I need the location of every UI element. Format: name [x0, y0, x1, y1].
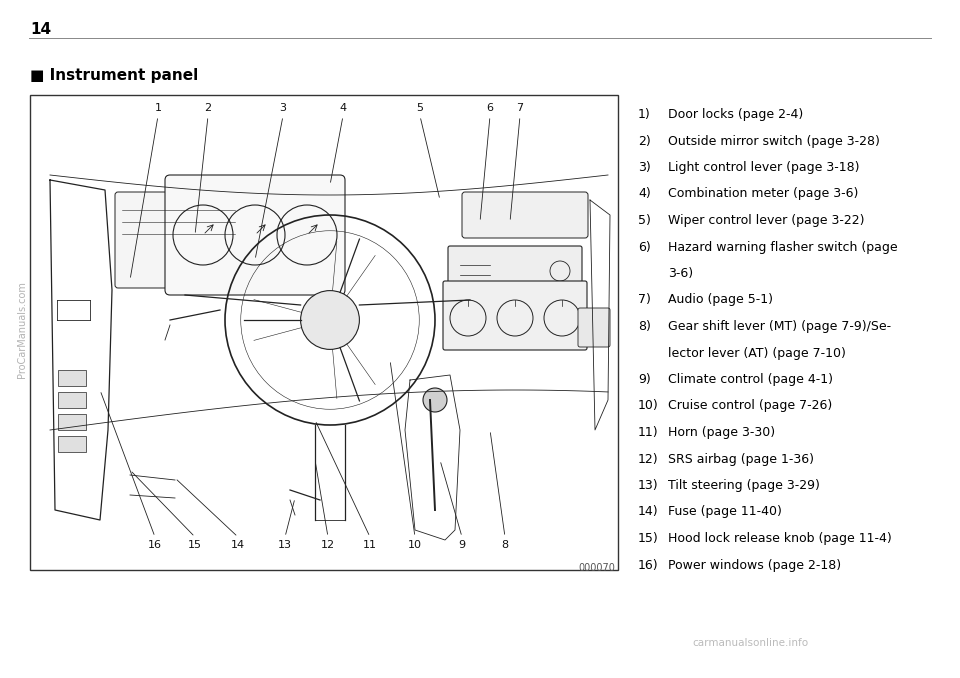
Text: 3-6): 3-6)	[668, 267, 693, 280]
Text: 13: 13	[278, 540, 292, 550]
Text: 6: 6	[487, 103, 493, 113]
Text: Horn (page 3-30): Horn (page 3-30)	[668, 426, 775, 439]
Bar	[58, 370, 86, 386]
Text: 16): 16)	[638, 559, 659, 572]
Text: 2): 2)	[638, 134, 651, 148]
Text: lector lever (AT) (page 7-10): lector lever (AT) (page 7-10)	[668, 346, 846, 359]
Circle shape	[423, 388, 447, 412]
Text: 5: 5	[417, 103, 423, 113]
Text: 14): 14)	[638, 506, 659, 519]
Text: 3: 3	[279, 103, 286, 113]
Text: 12): 12)	[638, 452, 659, 466]
Bar	[30, 95, 618, 570]
Text: 1: 1	[155, 103, 161, 113]
Bar	[58, 436, 86, 452]
Text: 15): 15)	[638, 532, 659, 545]
Text: 15: 15	[188, 540, 202, 550]
Circle shape	[300, 291, 359, 349]
Text: 16: 16	[148, 540, 162, 550]
Text: Climate control (page 4-1): Climate control (page 4-1)	[668, 373, 833, 386]
Bar	[58, 414, 86, 430]
Text: 10): 10)	[638, 399, 659, 412]
Text: 14: 14	[231, 540, 245, 550]
Text: Door locks (page 2-4): Door locks (page 2-4)	[668, 108, 804, 121]
Text: 14: 14	[30, 22, 51, 37]
Text: carmanualsonline.info: carmanualsonline.info	[692, 638, 808, 648]
Text: Cruise control (page 7-26): Cruise control (page 7-26)	[668, 399, 832, 412]
Bar	[480, 218, 494, 236]
Text: 6): 6)	[638, 241, 651, 254]
Text: 9: 9	[459, 540, 466, 550]
Text: SRS airbag (page 1-36): SRS airbag (page 1-36)	[668, 452, 814, 466]
Text: 2: 2	[204, 103, 211, 113]
Text: 3): 3)	[638, 161, 651, 174]
Text: 5): 5)	[638, 214, 651, 227]
Text: 000070: 000070	[578, 563, 615, 573]
Text: 1): 1)	[638, 108, 651, 121]
Text: 4: 4	[340, 103, 347, 113]
FancyBboxPatch shape	[165, 175, 345, 295]
Text: 7: 7	[516, 103, 523, 113]
Text: Outside mirror switch (page 3-28): Outside mirror switch (page 3-28)	[668, 134, 880, 148]
Text: Gear shift lever (MT) (page 7-9)/Se-: Gear shift lever (MT) (page 7-9)/Se-	[668, 320, 891, 333]
FancyBboxPatch shape	[578, 308, 610, 347]
Text: Light control lever (page 3-18): Light control lever (page 3-18)	[668, 161, 859, 174]
Text: Hazard warning flasher switch (page: Hazard warning flasher switch (page	[668, 241, 898, 254]
Text: Hood lock release knob (page 11-4): Hood lock release knob (page 11-4)	[668, 532, 892, 545]
Text: 13): 13)	[638, 479, 659, 492]
Bar	[58, 392, 86, 408]
Text: ■ Instrument panel: ■ Instrument panel	[30, 68, 199, 83]
Text: Fuse (page 11-40): Fuse (page 11-40)	[668, 506, 781, 519]
Text: 12: 12	[321, 540, 335, 550]
Text: 9): 9)	[638, 373, 651, 386]
Text: Wiper control lever (page 3-22): Wiper control lever (page 3-22)	[668, 214, 865, 227]
Text: ProCarManuals.com: ProCarManuals.com	[17, 281, 27, 378]
Text: 8: 8	[501, 540, 509, 550]
Text: 7): 7)	[638, 294, 651, 306]
FancyBboxPatch shape	[462, 192, 588, 238]
Text: 8): 8)	[638, 320, 651, 333]
Text: 11: 11	[363, 540, 377, 550]
Text: Audio (page 5-1): Audio (page 5-1)	[668, 294, 773, 306]
Bar	[462, 218, 476, 236]
FancyBboxPatch shape	[448, 246, 582, 295]
Text: 11): 11)	[638, 426, 659, 439]
Text: Power windows (page 2-18): Power windows (page 2-18)	[668, 559, 841, 572]
FancyBboxPatch shape	[115, 192, 241, 288]
Text: 10: 10	[408, 540, 422, 550]
FancyBboxPatch shape	[443, 281, 587, 350]
Text: 4): 4)	[638, 188, 651, 201]
Text: Combination meter (page 3-6): Combination meter (page 3-6)	[668, 188, 858, 201]
Text: Tilt steering (page 3-29): Tilt steering (page 3-29)	[668, 479, 820, 492]
